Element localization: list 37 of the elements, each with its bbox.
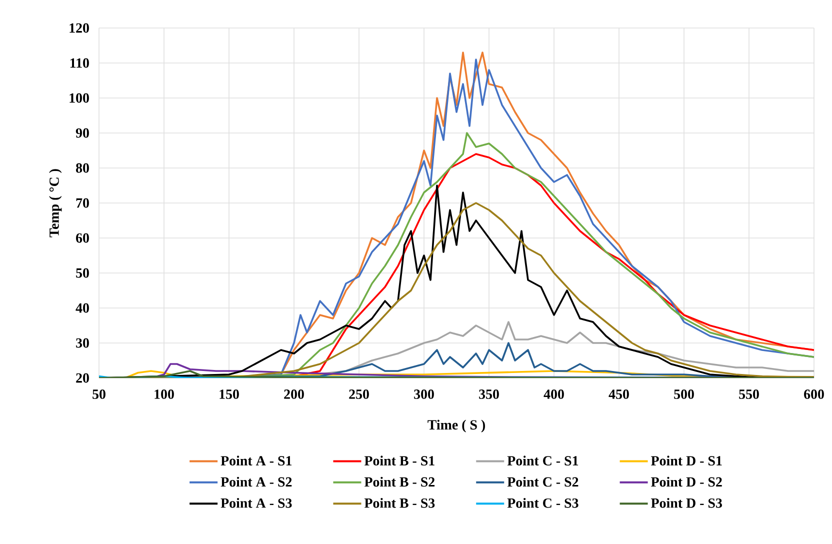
legend-label: Point B - S3 xyxy=(364,498,435,508)
y-tick-label: 30 xyxy=(76,338,89,348)
legend-label: Point D - S2 xyxy=(651,476,722,487)
legend-label: Point D - S1 xyxy=(651,456,722,466)
y-tick-label: 80 xyxy=(76,163,89,173)
x-tick-label: 600 xyxy=(804,390,824,399)
y-axis-title: Temp ( °C ) xyxy=(49,169,62,238)
x-tick-label: 350 xyxy=(479,390,499,399)
legend-label: Point B - S1 xyxy=(364,456,434,466)
legend-label: Point B - S2 xyxy=(364,476,435,487)
x-tick-label: 450 xyxy=(608,390,629,399)
y-tick-label: 40 xyxy=(76,303,89,313)
x-tick-label: 250 xyxy=(349,390,369,399)
legend-label: Point D - S3 xyxy=(651,498,722,508)
y-tick-label: 50 xyxy=(76,268,89,278)
x-tick-label: 50 xyxy=(92,390,106,399)
y-tick-label: 120 xyxy=(70,23,89,33)
x-axis-title: Time ( S ) xyxy=(428,420,485,432)
legend-label: Point A - S2 xyxy=(220,476,292,487)
x-tick-label: 500 xyxy=(674,390,694,399)
x-tick-label: 100 xyxy=(154,390,174,399)
x-tick-label: 550 xyxy=(739,390,759,399)
x-tick-label: 150 xyxy=(220,390,239,399)
y-tick-label: 60 xyxy=(76,233,89,243)
y-tick-label: 70 xyxy=(76,198,89,208)
legend-label: Point C - S2 xyxy=(507,476,578,487)
legend-label: Point C - S3 xyxy=(507,498,578,508)
x-tick-label: 300 xyxy=(414,390,434,399)
y-tick-label: 100 xyxy=(70,93,89,103)
x-tick-label: 400 xyxy=(544,390,564,399)
legend-label: Point A - S3 xyxy=(220,498,292,508)
y-tick-label: 20 xyxy=(76,373,89,383)
x-tick-label: 200 xyxy=(284,390,304,399)
legend-label: Point C - S1 xyxy=(507,456,578,466)
legend-label: Point A - S1 xyxy=(220,456,292,466)
y-tick-label: 110 xyxy=(70,58,89,68)
y-tick-label: 90 xyxy=(76,128,89,138)
